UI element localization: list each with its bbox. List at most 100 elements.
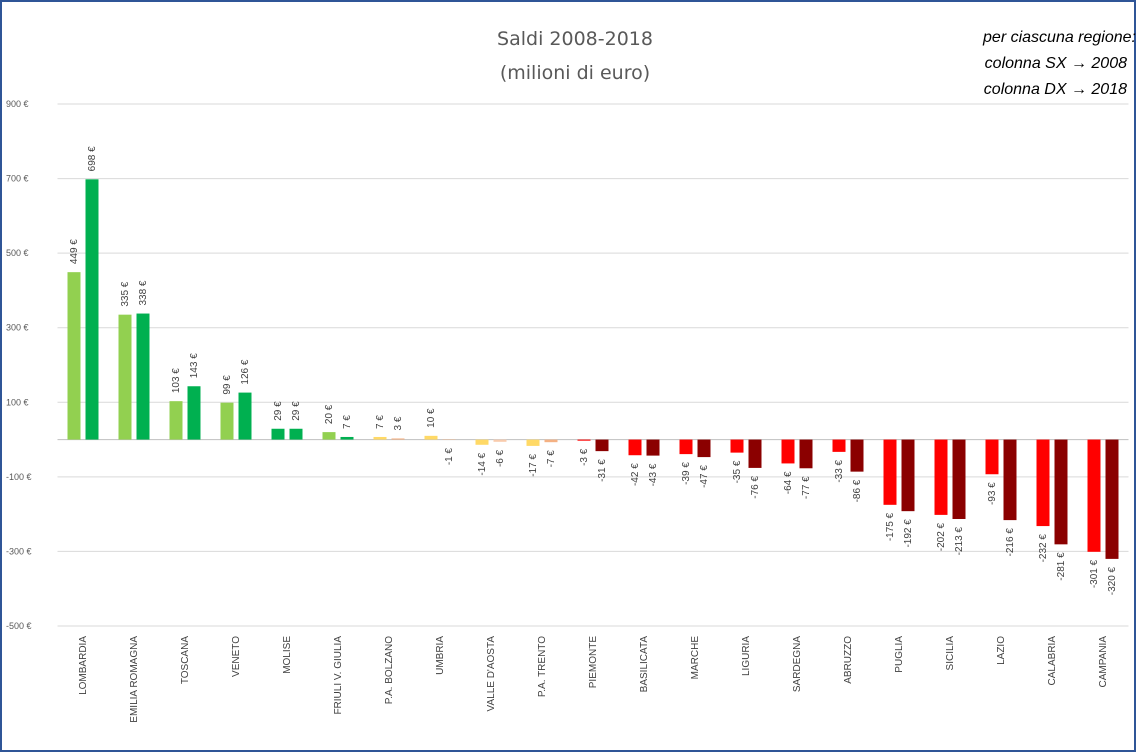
x-tick-label: MARCHE (690, 636, 701, 680)
value-label: 103 € (171, 368, 182, 393)
bar (934, 439, 948, 515)
x-tick-label: EMILIA ROMAGNA (129, 636, 140, 723)
bar (646, 439, 660, 456)
x-tick-label: BASILICATA (639, 636, 650, 693)
bar (424, 435, 438, 440)
x-tick-label: LIGURIA (741, 636, 752, 676)
bar (1087, 439, 1101, 552)
value-label: -31 € (597, 459, 608, 482)
bar (730, 439, 744, 453)
value-label: 3 € (393, 416, 404, 430)
value-label: -43 € (648, 463, 659, 486)
bar (799, 439, 813, 469)
value-label: -175 € (885, 512, 896, 541)
bar (526, 439, 540, 446)
value-label: 449 € (69, 239, 80, 264)
bar (118, 314, 132, 440)
y-tick-label: 300 € (6, 323, 29, 333)
x-tick-label: SARDEGNA (792, 636, 803, 692)
bar (187, 386, 201, 440)
bar (340, 436, 354, 440)
value-label: -76 € (750, 475, 761, 498)
value-label: -42 € (630, 463, 641, 486)
value-label: -320 € (1107, 566, 1118, 595)
value-label: -93 € (987, 482, 998, 505)
value-label: 335 € (120, 281, 131, 306)
bar (577, 439, 591, 441)
bar (697, 439, 711, 458)
value-label: -64 € (783, 471, 794, 494)
chart-subtitle: (milioni di euro) (500, 62, 650, 84)
x-tick-label: P.A. BOLZANO (384, 636, 395, 704)
value-label: -47 € (699, 465, 710, 488)
bar (832, 439, 846, 452)
x-tick-label: P.A. TRENTO (537, 636, 548, 697)
chart-title: Saldi 2008-2018 (497, 28, 653, 50)
value-label: 20 € (324, 404, 335, 424)
bar (475, 439, 489, 445)
x-tick-label: FRIULI V. GIULIA (333, 636, 344, 715)
bar (289, 428, 303, 440)
x-tick-label: PUGLIA (894, 636, 905, 673)
bar (628, 439, 642, 456)
bar (781, 439, 795, 464)
x-tick-label: PIEMONTE (588, 636, 599, 689)
x-tick-label: LAZIO (996, 636, 1007, 665)
x-tick-label: CAMPANIA (1098, 636, 1109, 688)
bar (544, 439, 558, 443)
value-label: -39 € (681, 462, 692, 485)
bar (85, 179, 99, 440)
value-label: -1 € (444, 448, 455, 466)
y-tick-label: 900 € (6, 99, 29, 109)
y-tick-label: 700 € (6, 174, 29, 184)
x-tick-label: SICILIA (945, 636, 956, 671)
value-label: -216 € (1005, 528, 1016, 557)
bar (595, 439, 609, 452)
bar (850, 439, 864, 472)
x-tick-label: LOMBARDIA (78, 636, 89, 695)
bar (679, 439, 693, 455)
value-label: -86 € (852, 479, 863, 502)
x-tick-label: UMBRIA (435, 636, 446, 675)
bar (271, 428, 285, 440)
bar (322, 432, 336, 440)
value-label: 338 € (138, 280, 149, 305)
bar (1105, 439, 1119, 559)
value-label: -7 € (546, 450, 557, 468)
y-tick-label: 500 € (6, 248, 29, 258)
bar (883, 439, 897, 505)
x-tick-label: TOSCANA (180, 636, 191, 684)
x-tick-label: VALLE D'AOSTA (486, 636, 497, 712)
bar (169, 401, 183, 440)
value-label: -77 € (801, 476, 812, 499)
value-label: -33 € (834, 459, 845, 482)
legend-entry: colonna DX → 2018 (984, 81, 1127, 98)
legend-entry: colonna SX → 2008 (985, 55, 1127, 72)
bar (985, 439, 999, 475)
value-label: 29 € (273, 401, 284, 421)
bar (391, 438, 405, 440)
value-label: 126 € (240, 359, 251, 384)
legend-title: per ciascuna regione: (982, 29, 1136, 46)
x-tick-label: ABRUZZO (843, 636, 854, 684)
x-tick-label: MOLISE (282, 636, 293, 674)
value-label: -281 € (1056, 552, 1067, 581)
value-label: -232 € (1038, 534, 1049, 563)
value-label: -301 € (1089, 559, 1100, 588)
x-tick-label: CALABRIA (1047, 636, 1058, 686)
y-tick-label: -300 € (6, 546, 32, 556)
bar (67, 272, 81, 440)
value-label: -17 € (528, 453, 539, 476)
bar (952, 439, 966, 519)
bar (1036, 439, 1050, 527)
value-label: 29 € (291, 401, 302, 421)
value-label: -35 € (732, 460, 743, 483)
bar (493, 439, 507, 442)
bar (238, 392, 252, 440)
value-label: 7 € (342, 415, 353, 429)
value-label: 7 € (375, 415, 386, 429)
bar (901, 439, 915, 512)
value-label: 10 € (426, 408, 437, 428)
value-label: -3 € (579, 448, 590, 466)
